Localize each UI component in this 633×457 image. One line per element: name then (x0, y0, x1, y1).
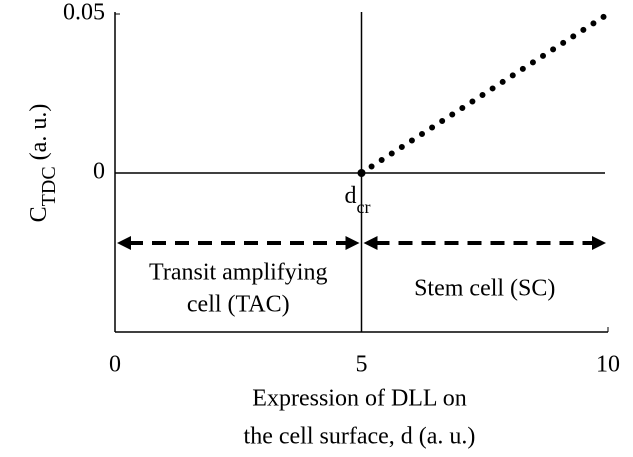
region-label: Stem cell (SC) (414, 276, 555, 302)
x-tick-label: 0 (109, 352, 121, 378)
x-tick-label: 10 (596, 352, 620, 378)
y-label-rest: (a. u.) (26, 104, 52, 161)
y-label-sub: TDC (38, 166, 60, 206)
y-tick-label: 0 (93, 159, 105, 185)
arrow-head (345, 236, 360, 250)
y-axis-label: CTDC (a. u.) (26, 104, 60, 223)
x-tick-label: 5 (356, 352, 368, 378)
arrow-head (592, 236, 606, 250)
data-line (358, 11, 611, 176)
point-label: dcr (345, 183, 371, 218)
point-label-main: d (345, 183, 357, 209)
y-label-main: C (26, 206, 52, 222)
point-label-sub: cr (357, 197, 371, 217)
critical-point (357, 169, 366, 177)
x-axis-label: the cell surface, d (a. u.) (244, 424, 476, 450)
x-axis-label: Expression of DLL on (252, 386, 466, 412)
region-label: cell (TAC) (187, 292, 290, 318)
y-tick-label: 0.05 (63, 0, 105, 26)
arrow-head (363, 236, 378, 250)
region-label: Transit amplifying (149, 260, 327, 286)
arrow-head (117, 236, 131, 250)
